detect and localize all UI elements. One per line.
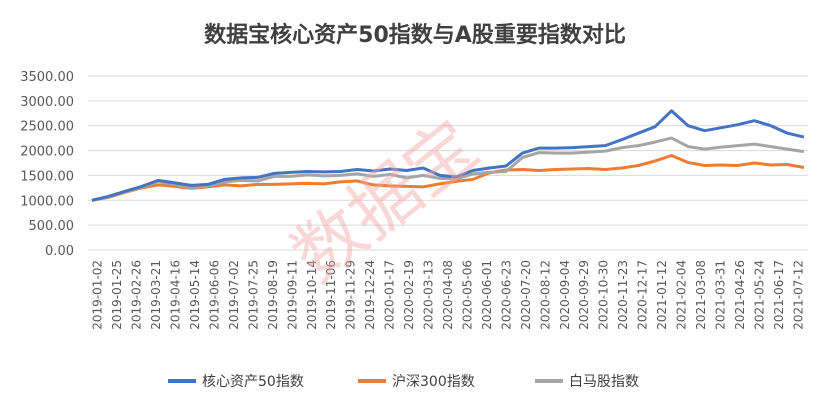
x-tick-label: 2019-01-02 bbox=[91, 260, 105, 330]
x-tick-label: 2019-08-19 bbox=[266, 260, 280, 330]
y-tick-label: 2500.00 bbox=[20, 120, 74, 135]
x-tick-label: 2019-10-14 bbox=[305, 260, 319, 330]
x-tick-label: 2019-09-11 bbox=[285, 260, 299, 330]
x-tick-label: 2019-01-25 bbox=[110, 260, 124, 330]
x-tick-label: 2019-06-06 bbox=[207, 260, 221, 330]
x-tick-label: 2019-07-02 bbox=[227, 260, 241, 330]
x-tick-label: 2020-04-08 bbox=[441, 260, 455, 330]
series-line-2 bbox=[91, 136, 805, 202]
x-tick-label: 2020-06-01 bbox=[480, 260, 494, 330]
x-tick-label: 2020-01-17 bbox=[383, 260, 397, 330]
x-tick-label: 2019-12-24 bbox=[363, 260, 377, 330]
x-tick-label: 2020-03-13 bbox=[422, 260, 436, 330]
x-tick-label: 2020-11-23 bbox=[616, 260, 630, 330]
legend-label-1: 沪深300指数 bbox=[392, 374, 475, 390]
x-tick-label: 2021-01-12 bbox=[655, 260, 669, 330]
x-tick-label: 2021-02-04 bbox=[675, 260, 689, 330]
x-tick-label: 2020-07-20 bbox=[519, 260, 533, 330]
x-tick-label: 2020-12-17 bbox=[636, 260, 650, 330]
x-tick-label: 2021-06-17 bbox=[772, 260, 786, 330]
x-tick-label: 2021-05-24 bbox=[752, 260, 766, 330]
legend-label-2: 白马股指数 bbox=[569, 374, 639, 390]
x-tick-label: 2021-03-08 bbox=[694, 260, 708, 330]
x-tick-label: 2021-03-31 bbox=[713, 260, 727, 330]
grid-layer bbox=[88, 75, 808, 251]
y-tick-label: 500.00 bbox=[29, 219, 75, 234]
x-tick-label: 2019-04-16 bbox=[169, 260, 183, 330]
series-line-0 bbox=[91, 109, 805, 202]
y-tick-label: 0.00 bbox=[45, 244, 74, 259]
y-tick-label: 1500.00 bbox=[20, 169, 74, 184]
y-tick-label: 1000.00 bbox=[20, 194, 74, 209]
x-tick-label: 2021-07-12 bbox=[791, 260, 805, 330]
chart-title: 数据宝核心资产50指数与A股重要指数对比 bbox=[204, 22, 626, 48]
x-tick-label: 2020-05-06 bbox=[460, 260, 474, 330]
x-tick-label: 2019-03-21 bbox=[149, 260, 163, 330]
x-tick-label: 2020-09-29 bbox=[577, 260, 591, 330]
x-tick-label: 2019-02-26 bbox=[130, 260, 144, 330]
x-tick-label: 2019-07-25 bbox=[246, 260, 260, 330]
x-tick-label: 2019-11-06 bbox=[324, 260, 338, 330]
y-tick-label: 3000.00 bbox=[20, 95, 74, 110]
legend-label-0: 核心资产50指数 bbox=[202, 374, 304, 390]
series-layer bbox=[91, 109, 805, 202]
legend: 核心资产50指数 沪深300指数 白马股指数 bbox=[168, 374, 639, 390]
y-tick-label: 2000.00 bbox=[20, 145, 74, 160]
x-tick-label: 2020-02-19 bbox=[402, 260, 416, 330]
x-tick-label: 2019-05-14 bbox=[188, 260, 202, 330]
y-tick-label: 3500.00 bbox=[20, 70, 74, 85]
x-tick-label: 2020-10-30 bbox=[597, 260, 611, 330]
x-tick-label: 2020-09-04 bbox=[558, 260, 572, 330]
x-tick-label: 2020-06-23 bbox=[499, 260, 513, 330]
x-tick-label: 2020-08-12 bbox=[538, 260, 552, 330]
y-axis-ticks: 0.00 500.00 1000.00 1500.00 2000.00 2500.00 30… bbox=[20, 70, 74, 259]
x-tick-label: 2019-11-29 bbox=[344, 260, 358, 330]
x-axis-ticks: 2019-01-02 2019-01-25 2019-02-26 2019-03-21… bbox=[91, 260, 806, 330]
x-tick-label: 2021-04-26 bbox=[733, 260, 747, 330]
